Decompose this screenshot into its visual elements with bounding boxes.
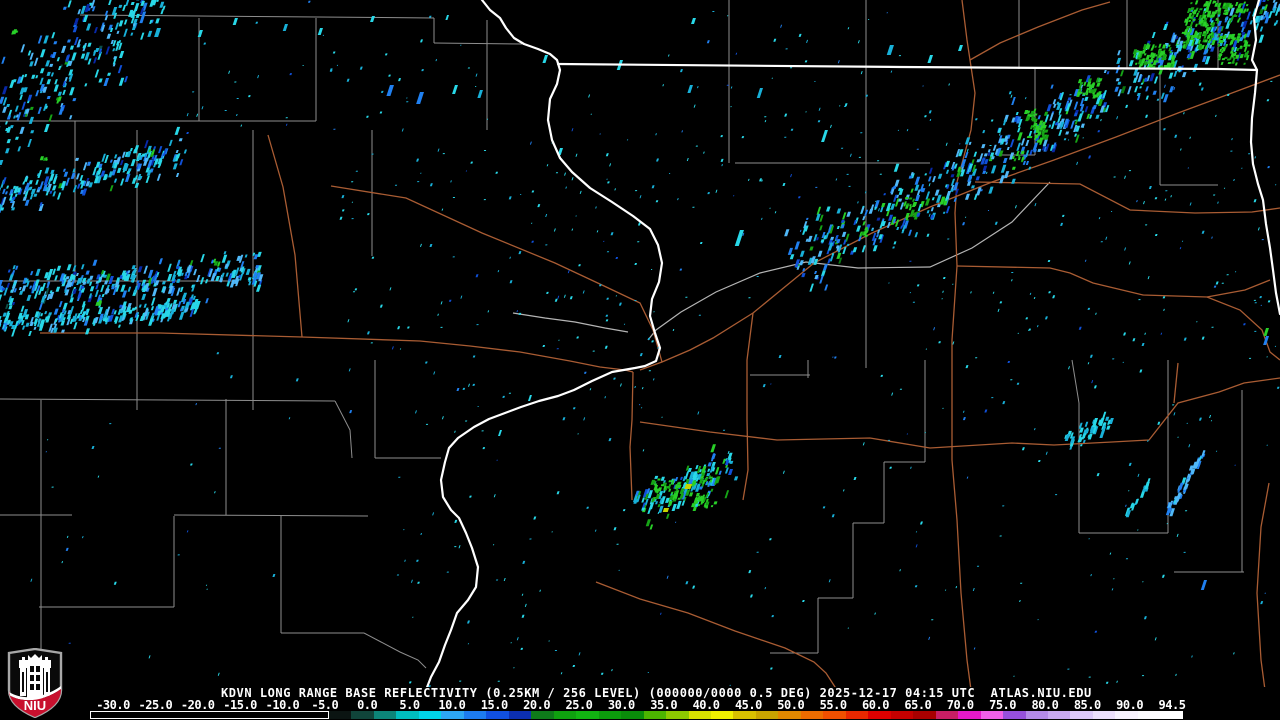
colorbar-segment <box>688 711 711 719</box>
colorbar-color-segments <box>329 711 1183 719</box>
colorbar-segment <box>980 711 1004 719</box>
scale-label: 35.0 <box>650 698 678 712</box>
colorbar-segment <box>643 711 667 719</box>
colorbar-segment <box>666 711 689 719</box>
scale-label: -5.0 <box>311 698 339 712</box>
colorbar-segment <box>418 711 442 719</box>
scale-label: 55.0 <box>819 698 847 712</box>
colorbar-segment <box>1092 711 1116 719</box>
scale-label: 30.0 <box>607 698 635 712</box>
colorbar-segment <box>958 711 981 719</box>
colorbar-segment <box>576 711 599 719</box>
logo-red-band <box>9 689 61 717</box>
colorbar-segment <box>396 711 419 719</box>
colorbar-segment <box>1070 711 1093 719</box>
colorbar-segment <box>553 711 577 719</box>
colorbar-segment <box>1003 711 1026 719</box>
scale-label: 20.0 <box>523 698 551 712</box>
colorbar-segment <box>755 711 779 719</box>
product-caption: KDVN LONG RANGE BASE REFLECTIVITY (0.25K… <box>221 686 1092 700</box>
scale-label: 10.0 <box>438 698 466 712</box>
colorbar-segment <box>868 711 891 719</box>
logo-swoosh <box>9 686 61 701</box>
scale-label: 85.0 <box>1073 698 1101 712</box>
colorbar-segment <box>621 711 644 719</box>
colorbar-segment <box>329 711 352 719</box>
colorbar-segment <box>935 711 959 719</box>
colorbar-segment <box>890 711 914 719</box>
colorbar-below-zero-segment <box>90 711 329 719</box>
minor-river-lines <box>512 181 1051 341</box>
scale-label: 94.5 <box>1158 698 1186 712</box>
scale-label: 65.0 <box>904 698 932 712</box>
castle-icon <box>19 654 51 700</box>
scale-label: 5.0 <box>399 698 420 712</box>
colorbar-segment <box>441 711 464 719</box>
colorbar-scale-labels: -30.0 -25.0 -20.0 -15.0 -10.0 -5.0 0.0 5.0 10.0 1… <box>0 699 1280 711</box>
scale-label: 15.0 <box>480 698 508 712</box>
colorbar-segment <box>823 711 846 719</box>
state-border-and-river-lines <box>425 0 1280 687</box>
colorbar-segment <box>598 711 622 719</box>
road-lines <box>40 0 1280 687</box>
colorbar-segment <box>373 711 397 719</box>
scale-label: -20.0 <box>180 698 215 712</box>
scale-label: -15.0 <box>223 698 257 712</box>
colorbar-segment <box>486 711 509 719</box>
scale-label: 60.0 <box>862 698 889 712</box>
colorbar-segment <box>1137 711 1161 719</box>
scale-label: 75.0 <box>989 698 1016 712</box>
colorbar-segment <box>733 711 756 719</box>
reflectivity-colorbar <box>90 711 1183 719</box>
scale-label: 50.0 <box>777 698 805 712</box>
county-lines <box>0 0 1244 687</box>
logo-text: NIU <box>24 698 46 713</box>
scale-label: -30.0 <box>96 698 130 712</box>
niu-logo: NIU <box>7 648 63 718</box>
scale-label: 80.0 <box>1031 698 1059 712</box>
colorbar-segment <box>531 711 554 719</box>
colorbar-segment <box>800 711 824 719</box>
scale-label: 70.0 <box>946 698 974 712</box>
scale-label: 25.0 <box>565 698 593 712</box>
radar-map <box>0 0 1280 687</box>
scale-label: 90.0 <box>1116 698 1144 712</box>
scale-label: 45.0 <box>734 698 762 712</box>
colorbar-segment <box>710 711 734 719</box>
colorbar-segment <box>913 711 936 719</box>
colorbar-segment <box>1115 711 1138 719</box>
colorbar-segment <box>351 711 374 719</box>
colorbar-segment <box>1048 711 1071 719</box>
scale-label: -25.0 <box>138 698 173 712</box>
colorbar-segment <box>845 711 869 719</box>
scale-label: -10.0 <box>265 698 300 712</box>
colorbar-segment <box>1160 711 1183 719</box>
colorbar-segment <box>778 711 801 719</box>
colorbar-segment <box>1025 711 1048 719</box>
reflectivity-echoes <box>0 0 1280 687</box>
scale-label: 40.0 <box>692 698 720 712</box>
colorbar-segment <box>463 711 487 719</box>
colorbar-segment <box>508 711 532 719</box>
scale-label: 0.0 <box>357 698 378 712</box>
